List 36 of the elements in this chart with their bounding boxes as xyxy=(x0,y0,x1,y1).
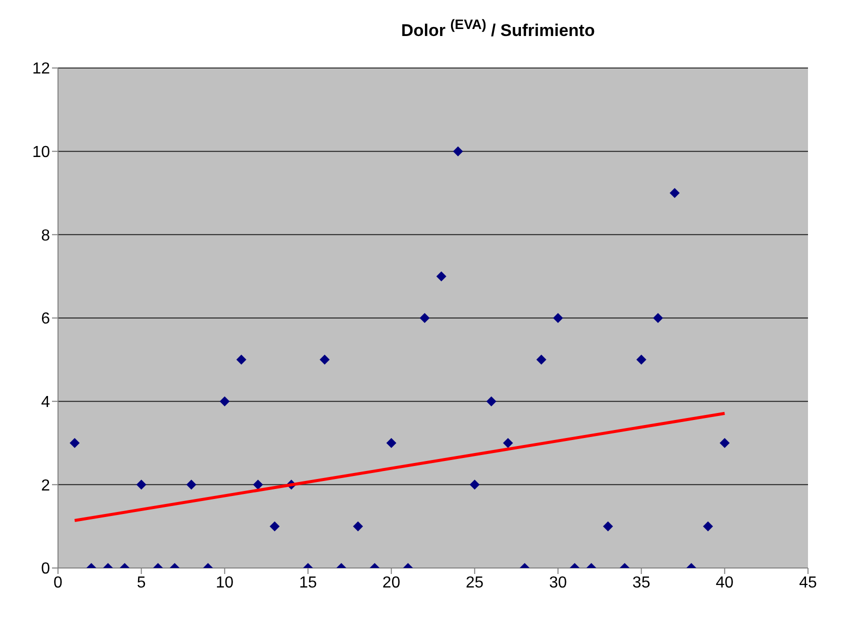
point xyxy=(320,354,330,365)
y-tick-label: 12 xyxy=(32,60,50,78)
point xyxy=(653,313,663,323)
point xyxy=(503,438,513,448)
x-tick-label: 15 xyxy=(299,574,317,592)
x-tick-label: 30 xyxy=(549,574,567,592)
x-tick-label: 45 xyxy=(799,574,817,592)
y-tick-label: 0 xyxy=(41,560,50,578)
point xyxy=(636,354,646,365)
point xyxy=(420,313,430,323)
point xyxy=(186,480,196,490)
point xyxy=(253,480,263,490)
x-tick-label: 0 xyxy=(54,574,63,592)
y-tick-label: 2 xyxy=(41,477,50,494)
y-tick-label: 6 xyxy=(41,310,50,328)
point xyxy=(136,480,146,490)
x-tick-label: 35 xyxy=(632,574,650,592)
point xyxy=(70,438,80,448)
point xyxy=(553,313,563,323)
y-tick-label: 4 xyxy=(41,394,50,412)
point xyxy=(470,480,480,490)
point xyxy=(220,396,230,406)
point xyxy=(236,354,246,365)
point xyxy=(436,271,446,282)
x-tick-label: 40 xyxy=(716,574,734,592)
x-tick-label: 5 xyxy=(136,574,146,592)
point xyxy=(536,354,546,365)
x-tick-label: 10 xyxy=(216,574,234,592)
point xyxy=(386,438,396,448)
y-tick-label: 8 xyxy=(41,227,50,244)
x-tick-label: 25 xyxy=(466,574,484,592)
x-tick-label: 20 xyxy=(382,574,400,592)
point xyxy=(486,396,496,406)
point xyxy=(720,438,730,448)
chart-title: Dolor $^{(EVA)}$ / Sufrimiento xyxy=(401,16,595,40)
y-tick-label: 10 xyxy=(32,144,50,162)
